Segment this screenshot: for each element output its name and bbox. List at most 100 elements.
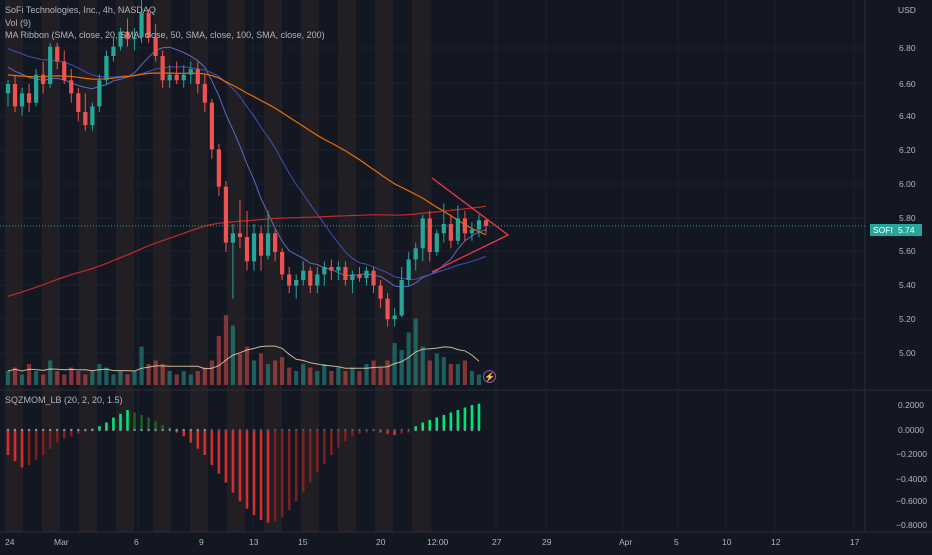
squeeze-dot — [407, 428, 410, 432]
squeeze-dot — [224, 428, 228, 432]
volume-bar — [237, 353, 243, 385]
candle-body — [448, 224, 453, 241]
candle-body — [483, 220, 489, 226]
volume-bar — [188, 374, 193, 385]
squeeze-dot — [231, 428, 235, 432]
momentum-bar — [435, 417, 439, 430]
momentum-bar — [69, 430, 73, 437]
volume-bar — [181, 371, 186, 385]
candle-body — [195, 69, 200, 84]
volume-bar — [441, 357, 446, 385]
last-price-tag: SOFI 5.74 — [870, 224, 922, 236]
session-stripe — [227, 0, 245, 532]
squeeze-dot — [372, 428, 375, 432]
osc-tick: −0.2000 — [896, 449, 927, 459]
squeeze-dot — [56, 428, 59, 432]
momentum-bar — [84, 430, 87, 433]
candle-body — [469, 229, 475, 234]
candle-body — [385, 298, 390, 320]
candle-body — [160, 56, 165, 81]
candle-body — [315, 274, 320, 286]
squeeze-dot — [182, 428, 185, 432]
momentum-bar — [6, 430, 10, 455]
squeeze-dot — [168, 428, 171, 432]
volume-bar — [385, 360, 390, 385]
squeeze-dot — [196, 428, 199, 432]
momentum-bar — [62, 430, 66, 439]
momentum-bar — [259, 430, 263, 520]
squeeze-dot — [217, 428, 221, 432]
candle-body — [413, 248, 418, 260]
volume-bar — [301, 364, 306, 385]
candle-body — [223, 186, 229, 243]
volume-bar — [469, 371, 475, 385]
candle-body — [139, 13, 144, 38]
squeeze-dot — [34, 428, 38, 432]
momentum-bar — [133, 412, 136, 430]
session-stripe — [412, 0, 430, 532]
squeeze-dot — [400, 428, 403, 432]
session-stripe — [375, 0, 393, 532]
candle-body — [294, 280, 299, 286]
volume-bar — [195, 371, 200, 385]
momentum-bar — [168, 427, 171, 430]
time-tick: 20 — [376, 537, 386, 547]
time-tick: 27 — [492, 537, 502, 547]
volume-bar — [223, 315, 229, 385]
momentum-bar — [301, 430, 305, 493]
squeeze-dot — [119, 428, 122, 432]
ma-100-line — [7, 72, 487, 236]
price-tick: 5.80 — [899, 213, 916, 223]
volume-bar — [153, 360, 158, 385]
price-tick: 5.00 — [899, 348, 916, 358]
candle-body — [153, 37, 158, 56]
volume-bar — [357, 371, 362, 385]
squeeze-dot — [203, 428, 207, 432]
time-tick: 12 — [771, 537, 781, 547]
sqzmom-legend: SQZMOM_LB (20, 2, 20, 1.5) — [5, 395, 123, 405]
time-tick: 6 — [134, 537, 139, 547]
momentum-bar — [238, 430, 242, 502]
momentum-bar — [161, 425, 164, 430]
momentum-bar — [189, 430, 193, 443]
candle-body — [364, 270, 369, 279]
squeeze-dot — [456, 428, 460, 432]
candle-body — [455, 218, 460, 241]
squeeze-dot — [386, 428, 389, 432]
squeeze-dot — [379, 428, 382, 432]
lightning-icon[interactable]: ⚡ — [483, 370, 496, 383]
squeeze-dot — [442, 428, 446, 432]
volume-bar — [62, 374, 67, 385]
currency-label: USD — [898, 5, 916, 15]
candle-body — [132, 37, 137, 40]
volume-bar — [427, 360, 432, 385]
momentum-bar — [386, 430, 389, 434]
squeeze-dot — [252, 428, 256, 432]
time-tick: 12:00 — [427, 537, 449, 547]
candle-body — [12, 84, 18, 107]
squeeze-dot — [463, 428, 467, 432]
squeeze-dot — [161, 428, 164, 432]
volume-bar — [146, 364, 151, 385]
candle-body — [41, 74, 46, 84]
squeeze-dot — [287, 428, 291, 432]
momentum-bar — [196, 430, 200, 449]
session-stripe — [338, 0, 356, 532]
momentum-bar — [20, 430, 24, 468]
candle-body — [188, 69, 193, 75]
session-stripe — [264, 0, 282, 532]
candle-body — [104, 56, 109, 81]
candle-body — [406, 259, 411, 280]
volume-bar — [251, 360, 257, 385]
volume-bar — [132, 371, 137, 385]
volume-bar — [160, 364, 165, 385]
candle-body — [174, 74, 179, 81]
time-tick: 9 — [199, 537, 204, 547]
candle-body — [462, 218, 468, 234]
volume-bar — [406, 332, 411, 385]
price-tick: 6.40 — [899, 111, 916, 121]
time-tick: 5 — [674, 537, 679, 547]
price-tick: 6.20 — [899, 145, 916, 155]
